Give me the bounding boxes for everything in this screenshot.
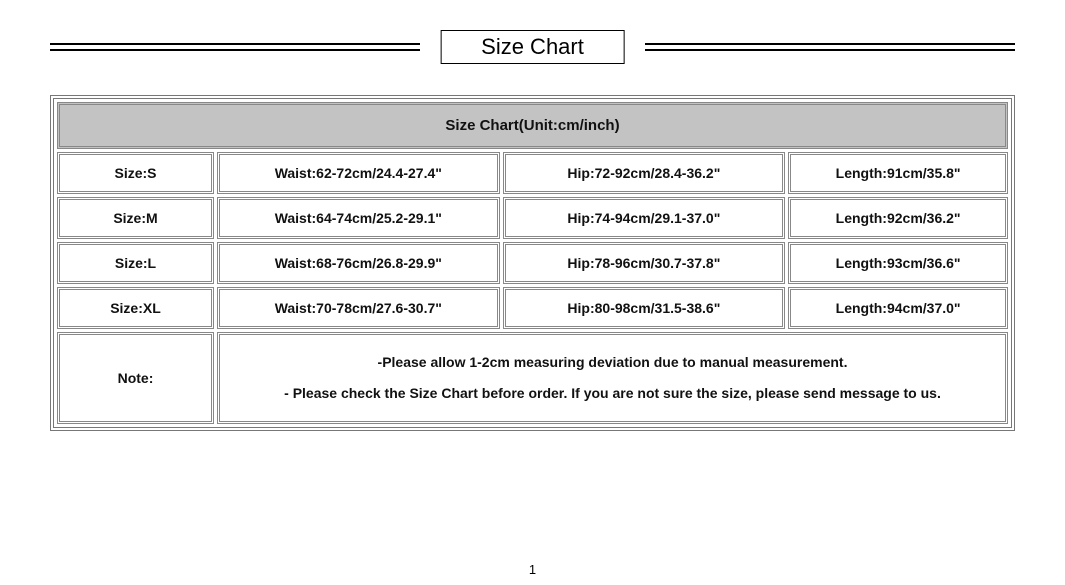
title-rule-left-2 — [50, 49, 420, 51]
page-title: Size Chart — [440, 30, 625, 64]
cell-hip: Hip:78-96cm/30.7-37.8" — [503, 242, 786, 284]
page-container: Size Chart Size Chart(Unit:cm/inch) Size… — [0, 0, 1065, 431]
note-line-2: - Please check the Size Chart before ord… — [228, 378, 997, 409]
title-rule-right-2 — [645, 49, 1015, 51]
cell-length: Length:92cm/36.2" — [788, 197, 1008, 239]
cell-length: Length:93cm/36.6" — [788, 242, 1008, 284]
note-text-cell: -Please allow 1-2cm measuring deviation … — [217, 332, 1008, 424]
table-row: Size:S Waist:62-72cm/24.4-27.4" Hip:72-9… — [57, 152, 1008, 194]
cell-size: Size:S — [57, 152, 214, 194]
table-header-row: Size Chart(Unit:cm/inch) — [57, 102, 1008, 149]
cell-length: Length:94cm/37.0" — [788, 287, 1008, 329]
cell-waist: Waist:62-72cm/24.4-27.4" — [217, 152, 500, 194]
title-section: Size Chart — [50, 30, 1015, 70]
note-row: Note: -Please allow 1-2cm measuring devi… — [57, 332, 1008, 424]
table-row: Size:M Waist:64-74cm/25.2-29.1" Hip:74-9… — [57, 197, 1008, 239]
cell-size: Size:M — [57, 197, 214, 239]
cell-size: Size:L — [57, 242, 214, 284]
cell-hip: Hip:74-94cm/29.1-37.0" — [503, 197, 786, 239]
cell-waist: Waist:64-74cm/25.2-29.1" — [217, 197, 500, 239]
table-row: Size:XL Waist:70-78cm/27.6-30.7" Hip:80-… — [57, 287, 1008, 329]
cell-waist: Waist:68-76cm/26.8-29.9" — [217, 242, 500, 284]
cell-size: Size:XL — [57, 287, 214, 329]
title-rule-left-1 — [50, 43, 420, 45]
table-header-cell: Size Chart(Unit:cm/inch) — [57, 102, 1008, 149]
note-label-cell: Note: — [57, 332, 214, 424]
note-text: -Please allow 1-2cm measuring deviation … — [228, 347, 997, 409]
note-line-1: -Please allow 1-2cm measuring deviation … — [228, 347, 997, 378]
title-rule-right-1 — [645, 43, 1015, 45]
cell-hip: Hip:72-92cm/28.4-36.2" — [503, 152, 786, 194]
page-number: 1 — [529, 562, 536, 577]
cell-length: Length:91cm/35.8" — [788, 152, 1008, 194]
cell-waist: Waist:70-78cm/27.6-30.7" — [217, 287, 500, 329]
table-row: Size:L Waist:68-76cm/26.8-29.9" Hip:78-9… — [57, 242, 1008, 284]
cell-hip: Hip:80-98cm/31.5-38.6" — [503, 287, 786, 329]
size-chart-table: Size Chart(Unit:cm/inch) Size:S Waist:62… — [50, 95, 1015, 431]
